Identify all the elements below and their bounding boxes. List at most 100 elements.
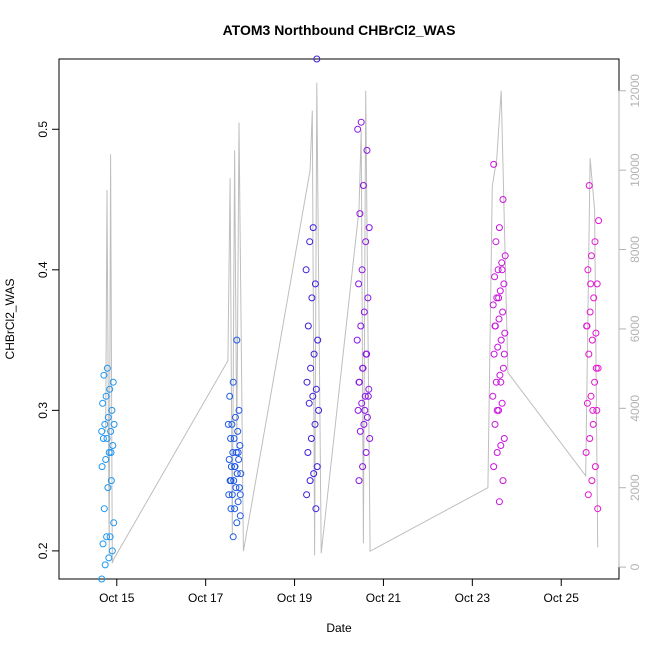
data-point xyxy=(104,484,112,492)
y2-tick-label: 4000 xyxy=(628,395,642,422)
data-point xyxy=(233,519,241,527)
data-point xyxy=(227,463,235,471)
y2-axis: 0 2000 4000 6000 8000 10000 12000 xyxy=(618,74,642,570)
data-point xyxy=(225,456,233,463)
data-point xyxy=(224,420,232,428)
data-point xyxy=(107,427,115,435)
data-point xyxy=(359,463,367,471)
plot-frame xyxy=(58,58,620,580)
data-point xyxy=(108,406,116,414)
data-point xyxy=(228,491,236,499)
data-point xyxy=(499,308,507,316)
data-point xyxy=(499,477,507,485)
data-point xyxy=(587,392,595,400)
altitude-lines xyxy=(105,82,599,564)
data-point xyxy=(359,182,367,189)
y2-tick-label: 6000 xyxy=(628,315,642,342)
data-point xyxy=(591,378,599,386)
data-point xyxy=(302,266,310,274)
data-point xyxy=(491,322,499,330)
data-point xyxy=(498,259,506,267)
data-point xyxy=(303,491,311,499)
data-point xyxy=(360,420,368,428)
data-point xyxy=(494,343,502,351)
data-point xyxy=(231,505,239,513)
data-points xyxy=(98,55,603,583)
data-point xyxy=(227,477,235,485)
x-axis-label: Date xyxy=(326,621,352,635)
data-point xyxy=(490,160,498,168)
data-point xyxy=(310,350,318,358)
data-point xyxy=(583,399,591,407)
data-point xyxy=(105,554,113,562)
data-point xyxy=(589,420,597,428)
y2-tick-label: 10000 xyxy=(628,153,642,187)
y-tick-label: 0.4 xyxy=(36,261,50,278)
x-axis: Oct 15 Oct 17 Oct 19 Oct 21 Oct 23 Oct 25 xyxy=(99,578,579,605)
data-point xyxy=(497,378,505,386)
data-point xyxy=(236,491,244,499)
y2-tick-label: 8000 xyxy=(628,236,642,263)
data-point xyxy=(312,505,320,513)
data-point xyxy=(98,427,106,435)
y2-tick-label: 2000 xyxy=(628,474,642,501)
data-point xyxy=(362,238,370,246)
data-point xyxy=(106,385,114,393)
data-point xyxy=(110,420,118,428)
data-point xyxy=(584,491,592,499)
data-point xyxy=(305,399,313,407)
data-point xyxy=(108,547,116,555)
data-point xyxy=(500,350,508,358)
data-point xyxy=(365,385,373,393)
data-point xyxy=(586,435,594,442)
data-point xyxy=(588,477,596,485)
data-point xyxy=(366,435,374,442)
data-point xyxy=(591,238,599,246)
data-point xyxy=(498,399,506,407)
data-point xyxy=(362,350,370,358)
data-point xyxy=(501,252,509,260)
y-tick-label: 0.5 xyxy=(36,121,50,138)
data-point xyxy=(357,322,365,330)
data-point xyxy=(103,364,111,372)
data-point xyxy=(231,413,239,421)
data-point xyxy=(585,182,593,189)
data-point xyxy=(499,364,507,372)
data-point xyxy=(306,477,314,485)
data-point xyxy=(230,477,238,485)
data-point xyxy=(361,392,369,400)
x-tick-label: Oct 23 xyxy=(455,591,491,605)
data-point xyxy=(355,280,363,288)
data-point xyxy=(98,463,106,471)
data-point xyxy=(234,449,242,456)
data-point xyxy=(495,315,503,323)
data-point xyxy=(229,378,237,386)
data-point xyxy=(109,378,117,386)
data-point xyxy=(234,498,242,506)
data-point xyxy=(99,435,107,442)
data-point xyxy=(491,420,499,428)
data-point xyxy=(496,371,504,379)
data-point xyxy=(362,449,370,456)
data-point xyxy=(492,238,500,246)
data-point xyxy=(107,449,115,456)
data-point xyxy=(356,427,364,435)
data-point xyxy=(361,406,369,414)
data-point xyxy=(493,449,501,456)
data-point xyxy=(104,413,112,421)
data-point xyxy=(492,378,500,386)
data-point xyxy=(364,294,372,302)
data-point xyxy=(589,406,597,414)
data-point xyxy=(100,505,108,513)
data-point xyxy=(495,498,503,506)
data-point xyxy=(227,505,235,513)
data-point xyxy=(101,420,109,428)
data-point xyxy=(308,294,316,302)
data-point xyxy=(232,484,240,492)
data-point xyxy=(306,238,314,246)
data-point xyxy=(354,125,362,133)
data-point xyxy=(494,266,502,274)
data-point xyxy=(497,442,505,449)
data-point xyxy=(311,420,319,428)
